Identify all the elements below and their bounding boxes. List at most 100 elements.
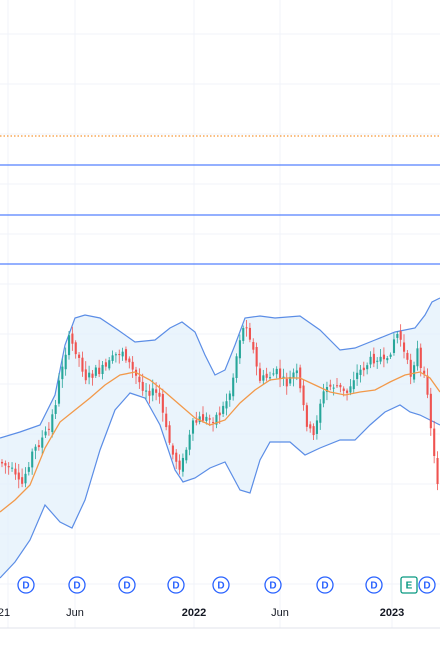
dividend-marker-0[interactable]: D	[17, 576, 35, 594]
candle-9[interactable]	[31, 448, 34, 475]
candle-122[interactable]	[409, 353, 412, 385]
candle-55[interactable]	[185, 447, 188, 464]
candle-33[interactable]	[111, 350, 114, 364]
candle-73[interactable]	[245, 320, 248, 337]
candle-13[interactable]	[44, 426, 47, 438]
dividend-marker-9[interactable]: D	[418, 576, 436, 594]
candle-75[interactable]	[252, 338, 255, 354]
candle-20[interactable]	[68, 330, 71, 360]
candle-34[interactable]	[114, 352, 117, 363]
candle-64[interactable]	[215, 412, 218, 429]
candle-67[interactable]	[225, 393, 228, 416]
candle-0[interactable]	[1, 459, 4, 468]
candle-72[interactable]	[242, 325, 245, 344]
dividend-marker-6[interactable]: D	[316, 576, 334, 594]
candle-15[interactable]	[51, 409, 54, 438]
dividend-marker-7[interactable]: D	[365, 576, 383, 594]
candle-38[interactable]	[128, 356, 131, 369]
candle-6[interactable]	[21, 468, 24, 488]
candle-113[interactable]	[379, 348, 382, 365]
candle-16[interactable]	[54, 399, 57, 420]
candle-50[interactable]	[168, 421, 171, 445]
candle-24[interactable]	[81, 351, 84, 377]
candle-129[interactable]	[433, 420, 436, 464]
candle-37[interactable]	[124, 346, 128, 363]
candle-96[interactable]	[322, 383, 325, 408]
candle-130[interactable]	[436, 451, 439, 491]
candle-49[interactable]	[165, 406, 168, 431]
candle-119[interactable]	[399, 324, 402, 347]
candle-60[interactable]	[202, 406, 205, 423]
dividend-marker-4[interactable]: D	[212, 576, 230, 594]
candle-30[interactable]	[101, 360, 104, 380]
candle-19[interactable]	[64, 347, 67, 376]
candle-5[interactable]	[17, 463, 20, 489]
candle-125[interactable]	[419, 343, 422, 377]
candle-78[interactable]	[262, 369, 265, 385]
candle-2[interactable]	[7, 462, 10, 475]
candle-57[interactable]	[191, 418, 195, 441]
candle-8[interactable]	[27, 461, 30, 476]
candle-99[interactable]	[332, 384, 335, 396]
candle-117[interactable]	[392, 333, 396, 356]
dividend-marker-3[interactable]: D	[167, 576, 185, 594]
candle-35[interactable]	[118, 349, 121, 364]
candle-70[interactable]	[235, 353, 238, 383]
candle-32[interactable]	[108, 357, 111, 371]
dividend-marker-2[interactable]: D	[118, 576, 136, 594]
candle-54[interactable]	[181, 453, 184, 477]
candle-107[interactable]	[359, 365, 362, 383]
candle-23[interactable]	[78, 352, 81, 367]
candle-31[interactable]	[104, 358, 107, 371]
candle-88[interactable]	[295, 363, 298, 381]
candle-79[interactable]	[265, 367, 268, 382]
candle-59[interactable]	[198, 411, 201, 425]
candle-68[interactable]	[228, 390, 231, 407]
candle-101[interactable]	[339, 382, 342, 393]
candle-92[interactable]	[309, 421, 312, 433]
candle-115[interactable]	[386, 355, 389, 364]
candle-69[interactable]	[232, 373, 235, 401]
candle-44[interactable]	[148, 384, 151, 404]
candle-126[interactable]	[423, 366, 426, 378]
candle-105[interactable]	[352, 371, 355, 393]
candle-112[interactable]	[376, 357, 379, 369]
dividend-marker-1[interactable]: D	[68, 576, 86, 594]
candle-48[interactable]	[161, 388, 164, 422]
candle-39[interactable]	[131, 356, 134, 378]
candle-85[interactable]	[285, 372, 288, 395]
dividend-marker-5[interactable]: D	[264, 576, 282, 594]
candle-111[interactable]	[372, 347, 375, 368]
candle-90[interactable]	[302, 380, 305, 411]
candle-45[interactable]	[151, 379, 154, 402]
candle-116[interactable]	[389, 352, 392, 360]
candle-114[interactable]	[382, 347, 385, 368]
candle-121[interactable]	[406, 350, 409, 365]
candle-7[interactable]	[24, 467, 27, 488]
candle-81[interactable]	[272, 368, 275, 377]
candle-1[interactable]	[4, 460, 7, 474]
candle-26[interactable]	[88, 365, 91, 385]
candle-120[interactable]	[403, 334, 406, 359]
candlesticks[interactable]	[1, 320, 439, 491]
candle-110[interactable]	[369, 351, 372, 369]
candle-123[interactable]	[413, 361, 416, 383]
candle-109[interactable]	[366, 362, 369, 375]
candle-95[interactable]	[319, 399, 322, 430]
candle-82[interactable]	[275, 366, 278, 379]
candle-91[interactable]	[305, 402, 308, 432]
candle-43[interactable]	[145, 383, 148, 400]
candle-77[interactable]	[258, 362, 262, 384]
candle-10[interactable]	[34, 444, 37, 460]
candle-41[interactable]	[138, 368, 141, 389]
candle-22[interactable]	[74, 340, 77, 359]
candle-108[interactable]	[362, 361, 365, 377]
candle-56[interactable]	[188, 429, 191, 456]
candle-12[interactable]	[41, 430, 44, 455]
candle-25[interactable]	[84, 361, 87, 385]
candle-52[interactable]	[175, 449, 178, 469]
candle-94[interactable]	[315, 415, 318, 440]
candle-83[interactable]	[279, 359, 282, 388]
